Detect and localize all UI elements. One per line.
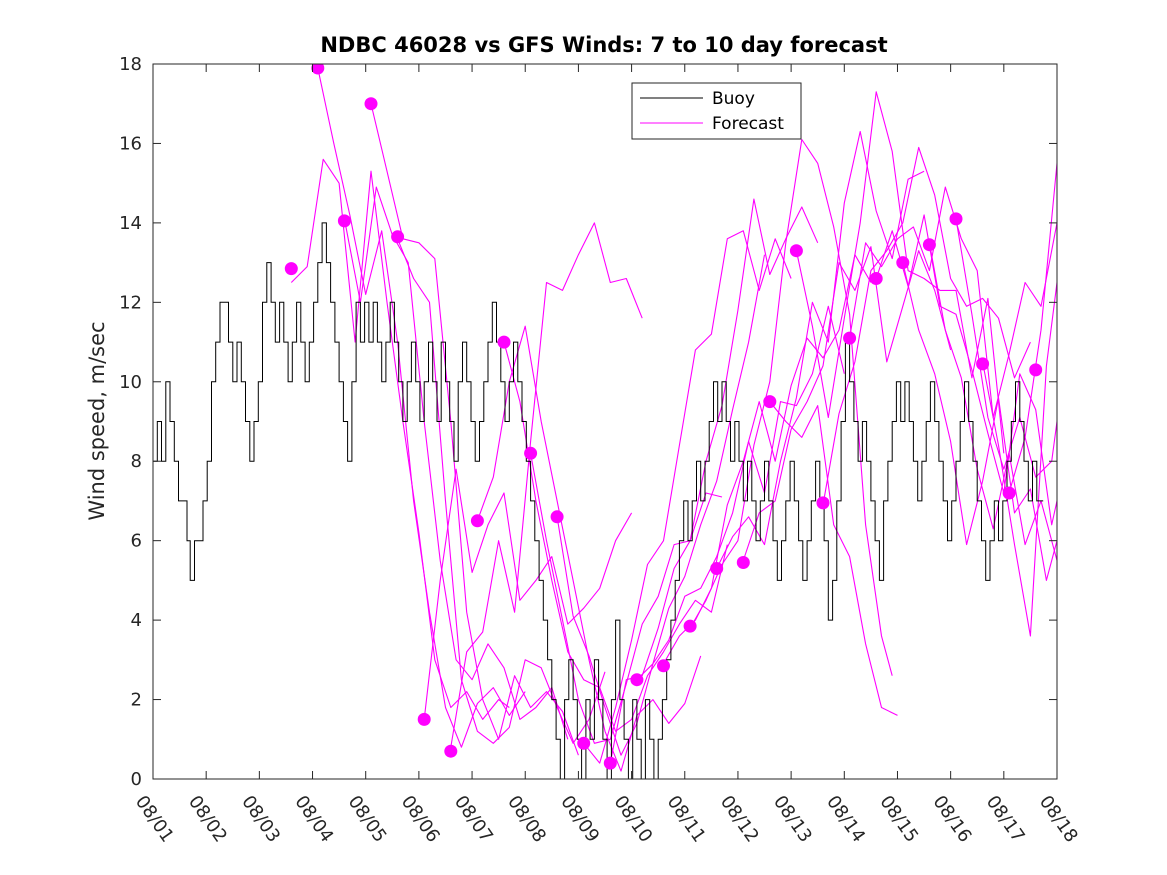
forecast-marker xyxy=(843,331,857,345)
forecast-marker xyxy=(869,272,883,285)
forecast-marker xyxy=(710,562,724,575)
forecast-marker xyxy=(683,619,697,633)
forecast-run-line xyxy=(982,282,1057,637)
forecast-marker xyxy=(736,556,750,569)
legend-buoy-label: Buoy xyxy=(712,89,755,109)
plot-data-layer xyxy=(153,64,1057,779)
forecast-run-line xyxy=(343,186,569,740)
y-tick-label: 2 xyxy=(131,690,142,711)
forecast-run-line xyxy=(849,186,1057,419)
forecast-run-line xyxy=(423,468,633,720)
forecast-marker xyxy=(417,712,431,726)
forecast-run-line xyxy=(636,305,845,681)
forecast-run-line xyxy=(795,91,1005,454)
legend-forecast-label: Forecast xyxy=(712,114,784,134)
forecast-marker xyxy=(364,97,378,111)
forecast-run-line xyxy=(317,67,526,748)
y-tick-label: 6 xyxy=(131,531,142,552)
forecast-marker xyxy=(630,673,644,687)
forecast-marker xyxy=(470,514,484,528)
forecast-marker xyxy=(949,212,963,226)
y-tick-label: 14 xyxy=(119,213,142,234)
legend: Buoy Forecast xyxy=(631,82,802,140)
forecast-run-line xyxy=(902,262,1057,581)
forecast-marker xyxy=(1029,363,1043,377)
forecast-marker xyxy=(444,744,458,758)
forecast-marker xyxy=(922,238,936,252)
forecast-marker xyxy=(284,262,298,276)
y-tick-label: 12 xyxy=(119,292,142,313)
forecast-run-line xyxy=(583,230,792,764)
forecast-marker xyxy=(524,446,538,460)
y-tick-label: 18 xyxy=(119,54,142,75)
forecast-marker xyxy=(1002,486,1016,500)
forecast-marker xyxy=(391,230,405,244)
forecast-run-line xyxy=(476,325,702,772)
forecast-run-line xyxy=(716,130,925,569)
forecast-marker xyxy=(550,510,564,524)
forecast-run-line xyxy=(450,222,643,748)
forecast-run-line xyxy=(370,103,579,756)
forecast-marker xyxy=(816,496,830,510)
forecast-marker xyxy=(976,357,990,371)
forecast-marker xyxy=(896,256,910,270)
y-tick-label: 10 xyxy=(119,372,142,393)
forecast-marker xyxy=(311,64,325,75)
chart-title: NDBC 46028 vs GFS Winds: 7 to 10 day for… xyxy=(320,33,887,57)
forecast-marker xyxy=(763,395,777,409)
forecast-run-line xyxy=(822,146,1031,505)
plot-area xyxy=(153,64,1057,779)
forecast-marker xyxy=(603,756,617,770)
y-tick-label: 4 xyxy=(131,610,142,631)
forecast-run-line xyxy=(503,341,728,732)
forecast-marker xyxy=(789,244,803,258)
forecast-run-line xyxy=(397,238,606,744)
y-tick-label: 0 xyxy=(131,769,142,790)
buoy-line xyxy=(153,222,1044,779)
forecast-run-line xyxy=(742,246,952,561)
y-tick-label: 16 xyxy=(119,133,142,154)
forecast-marker xyxy=(577,736,591,750)
legend-box xyxy=(631,82,802,140)
y-axis-label: Wind speed, m/sec xyxy=(85,321,109,520)
forecast-run-line xyxy=(769,401,898,716)
forecast-marker xyxy=(657,659,670,673)
forecast-marker xyxy=(337,214,351,228)
plot-frame xyxy=(152,63,1058,780)
forecast-run-line xyxy=(689,138,893,676)
forecast-run-line xyxy=(609,198,819,764)
forecast-run-line xyxy=(928,242,1057,561)
forecast-marker xyxy=(497,335,511,349)
y-tick-label: 8 xyxy=(131,451,142,472)
forecast-run-line xyxy=(1008,163,1057,494)
